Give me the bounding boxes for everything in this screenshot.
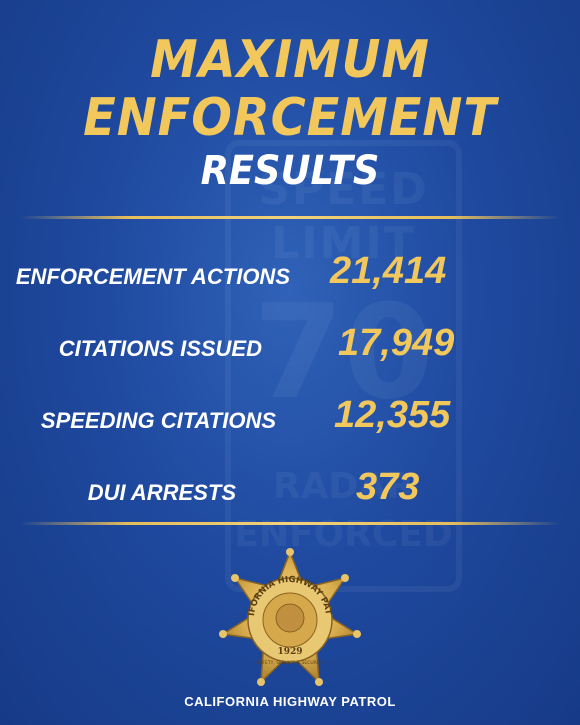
sign-speed-text: SPEED [258,164,429,215]
title-enforcement: ENFORCEMENT [83,88,497,148]
stat-value: 21,414 [330,250,447,292]
sign-radar-text: RADAR [272,466,415,507]
stat-label: ENFORCEMENT ACTIONS [15,264,290,289]
stat-row: ENFORCEMENT ACTIONS 21,414 [0,250,580,310]
sign-limit-text: LIMIT [271,218,416,269]
star-badge-icon: CALIFORNIA HIGHWAY PATROL 1929 SAFETY, S… [211,541,361,686]
stat-value: 12,355 [334,394,451,436]
stat-row: CITATIONS ISSUED 17,949 [0,322,580,382]
badge-year: 1929 [277,647,302,657]
sign-enforced-text: ENFORCED [234,514,453,555]
stat-row: DUI ARRESTS 373 [0,466,580,526]
title-maximum: MAXIMUM [150,30,430,90]
top-divider [20,216,560,219]
background-speed-sign: SPEED LIMIT 70 RADAR ENFORCED [225,140,462,592]
stat-label: SPEEDING CITATIONS [40,408,276,433]
title-results: RESULTS [200,148,380,194]
stat-value: 373 [356,466,420,508]
stat-label: DUI ARRESTS [87,480,236,505]
bottom-divider [20,522,560,525]
sign-number-text: 70 [253,276,434,428]
chp-badge: CALIFORNIA HIGHWAY PATROL 1929 SAFETY, S… [211,541,365,688]
stat-label: CITATIONS ISSUED [58,336,262,361]
stat-value: 17,949 [338,322,455,364]
footer-agency-name: CALIFORNIA HIGHWAY PATROL [184,694,396,709]
badge-motto: SAFETY, SERVICE & SECURITY [256,660,323,666]
stat-row: SPEEDING CITATIONS 12,355 [0,394,580,454]
